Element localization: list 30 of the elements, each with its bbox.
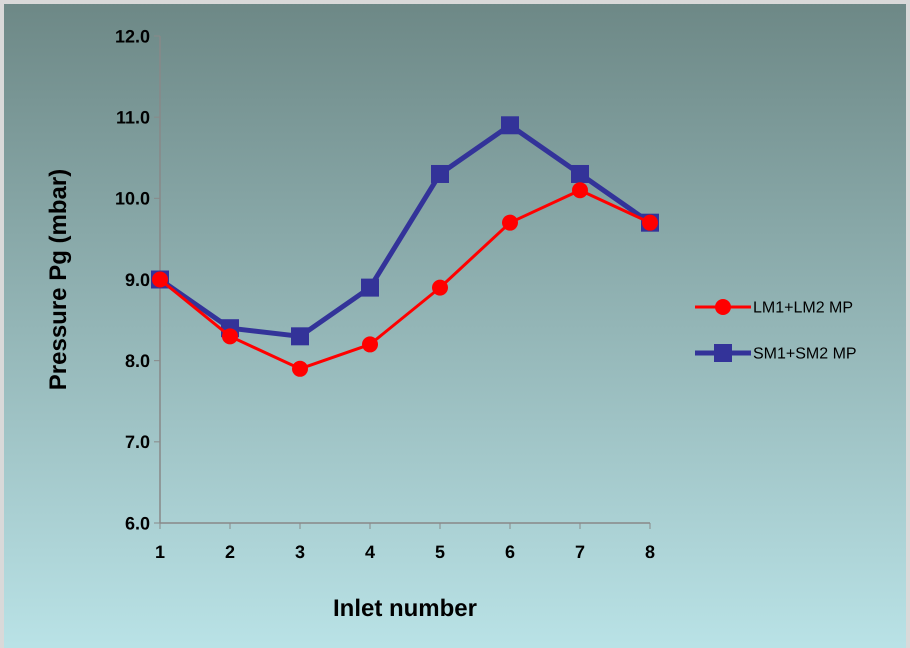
legend-label: LM1+LM2 MP — [753, 300, 854, 317]
point — [361, 278, 379, 297]
x-axis-title: Inlet number — [332, 595, 478, 622]
point — [431, 164, 449, 183]
y-tick-label: 6.0 — [124, 513, 150, 534]
x-tick-label: 3 — [294, 542, 306, 562]
x-tick-label: 8 — [644, 542, 656, 562]
point — [291, 327, 309, 346]
x-tick-label: 5 — [434, 542, 446, 562]
point — [571, 164, 589, 183]
y-tick-label: 12.0 — [114, 26, 150, 46]
point — [572, 182, 588, 198]
y-tick-label: 11.0 — [116, 107, 150, 128]
point — [502, 214, 518, 231]
y-tick-label: 8.0 — [124, 350, 150, 371]
point — [501, 116, 519, 134]
point — [432, 280, 448, 296]
x-tick-label: 6 — [504, 542, 516, 562]
point — [222, 328, 238, 344]
y-tick-label: 10.0 — [114, 188, 150, 209]
x-tick-label: 2 — [224, 542, 236, 562]
y-tick-label: 9.0 — [124, 270, 150, 290]
point — [292, 360, 308, 377]
y-tick-label: 7.0 — [124, 432, 150, 452]
legend-label: SM1+SM2 MP — [753, 346, 857, 363]
y-axis-title: Pressure Pg (mbar) — [45, 168, 72, 390]
x-tick-label: 1 — [154, 542, 166, 562]
x-tick-label: 4 — [364, 542, 376, 562]
x-tick-label: 7 — [574, 542, 586, 562]
point — [362, 336, 378, 352]
